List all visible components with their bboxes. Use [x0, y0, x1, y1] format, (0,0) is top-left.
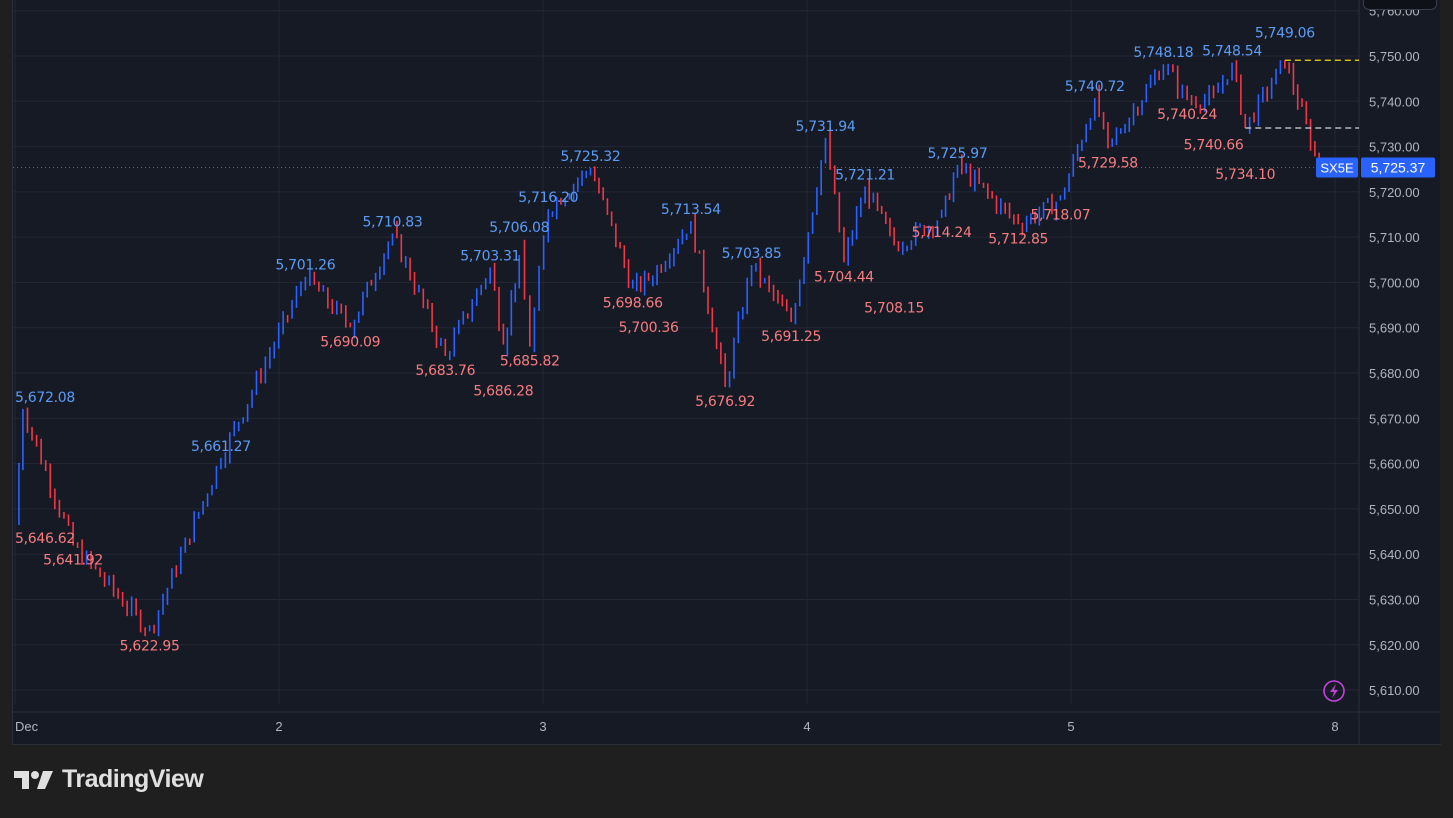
x-tick-label: Dec — [15, 719, 39, 734]
brand-name: TradingView — [62, 765, 204, 793]
high-label: 5,731.94 — [796, 119, 856, 135]
low-label: 5,698.66 — [603, 296, 663, 312]
y-tick-label: 5,730.00 — [1369, 140, 1420, 155]
high-label: 5,703.85 — [722, 246, 782, 262]
y-tick-label: 5,690.00 — [1369, 321, 1420, 336]
low-label: 5,740.66 — [1184, 137, 1244, 153]
y-tick-label: 5,720.00 — [1369, 185, 1420, 200]
symbol-tag-text: SX5E — [1320, 161, 1354, 176]
symbol-tag — [1316, 157, 1358, 178]
high-label: 5,710.83 — [363, 214, 423, 230]
side-strip — [1440, 0, 1453, 744]
high-label: 5,748.18 — [1133, 45, 1193, 61]
high-label: 5,725.32 — [561, 149, 621, 165]
low-label: 5,704.44 — [814, 269, 874, 285]
chart-panel[interactable]: 5,610.00 5,620.00 5,630.00 5,640.00 5,650.00… — [12, 0, 1441, 745]
x-tick-label: 3 — [539, 719, 546, 734]
y-tick-label: 5,620.00 — [1369, 638, 1420, 653]
y-tick-label: 5,610.00 — [1369, 683, 1420, 698]
lightning-button[interactable] — [1323, 680, 1345, 702]
y-tick-label: 5,660.00 — [1369, 457, 1420, 472]
y-tick-label: 5,630.00 — [1369, 592, 1420, 607]
low-label: 5,646.62 — [15, 531, 75, 547]
high-label: 5,740.72 — [1065, 79, 1125, 95]
high-label: 5,672.08 — [15, 390, 75, 406]
low-label: 5,690.09 — [320, 334, 380, 350]
high-label: 5,703.31 — [460, 248, 520, 264]
low-label: 5,734.10 — [1215, 167, 1275, 183]
low-label: 5,691.25 — [761, 329, 821, 345]
tradingview-logo[interactable]: TradingView — [14, 765, 204, 794]
high-label: 5,721.21 — [835, 167, 895, 183]
low-label: 5,683.76 — [415, 363, 475, 379]
high-label: 5,716.20 — [518, 190, 578, 206]
toolbar-button[interactable] — [1363, 0, 1437, 10]
low-label: 5,685.82 — [500, 354, 560, 370]
y-tick-label: 5,740.00 — [1369, 94, 1420, 109]
high-label: 5,701.26 — [275, 258, 335, 274]
y-tick-label: 5,750.00 — [1369, 49, 1420, 64]
high-label: 5,725.97 — [928, 146, 988, 162]
high-label: 5,706.08 — [489, 220, 549, 236]
low-label: 5,718.07 — [1030, 208, 1090, 224]
high-label: 5,748.54 — [1202, 44, 1262, 60]
low-label: 5,714.24 — [912, 225, 972, 241]
high-label: 5,749.06 — [1255, 25, 1315, 41]
low-label: 5,712.85 — [988, 231, 1048, 247]
price-chart[interactable]: 5,610.00 5,620.00 5,630.00 5,640.00 5,650.00… — [13, 0, 1441, 744]
y-tick-label: 5,710.00 — [1369, 230, 1420, 245]
low-label: 5,686.28 — [473, 384, 533, 400]
low-label: 5,700.36 — [619, 320, 679, 336]
high-label: 5,661.27 — [191, 439, 251, 455]
y-tick-label: 5,640.00 — [1369, 547, 1420, 562]
low-label: 5,740.24 — [1157, 107, 1217, 123]
tradingview-logo-icon — [14, 770, 53, 789]
low-label: 5,708.15 — [864, 301, 924, 317]
last-price-tag — [1361, 157, 1435, 178]
lightning-icon — [1330, 684, 1338, 698]
x-tick-label: 2 — [275, 719, 282, 734]
y-tick-label: 5,650.00 — [1369, 502, 1420, 517]
low-label: 5,676.92 — [695, 394, 755, 410]
y-tick-label: 5,670.00 — [1369, 411, 1420, 426]
x-tick-label: 4 — [803, 719, 810, 734]
y-tick-label: 5,680.00 — [1369, 366, 1420, 381]
x-tick-label: 5 — [1067, 719, 1074, 734]
high-label: 5,713.54 — [661, 202, 721, 218]
low-label: 5,622.95 — [120, 638, 180, 654]
low-label: 5,641.92 — [43, 552, 103, 568]
last-price-text: 5,725.37 — [1371, 160, 1426, 176]
low-label: 5,729.58 — [1078, 155, 1138, 171]
x-tick-label: 8 — [1331, 719, 1338, 734]
y-tick-label: 5,700.00 — [1369, 275, 1420, 290]
